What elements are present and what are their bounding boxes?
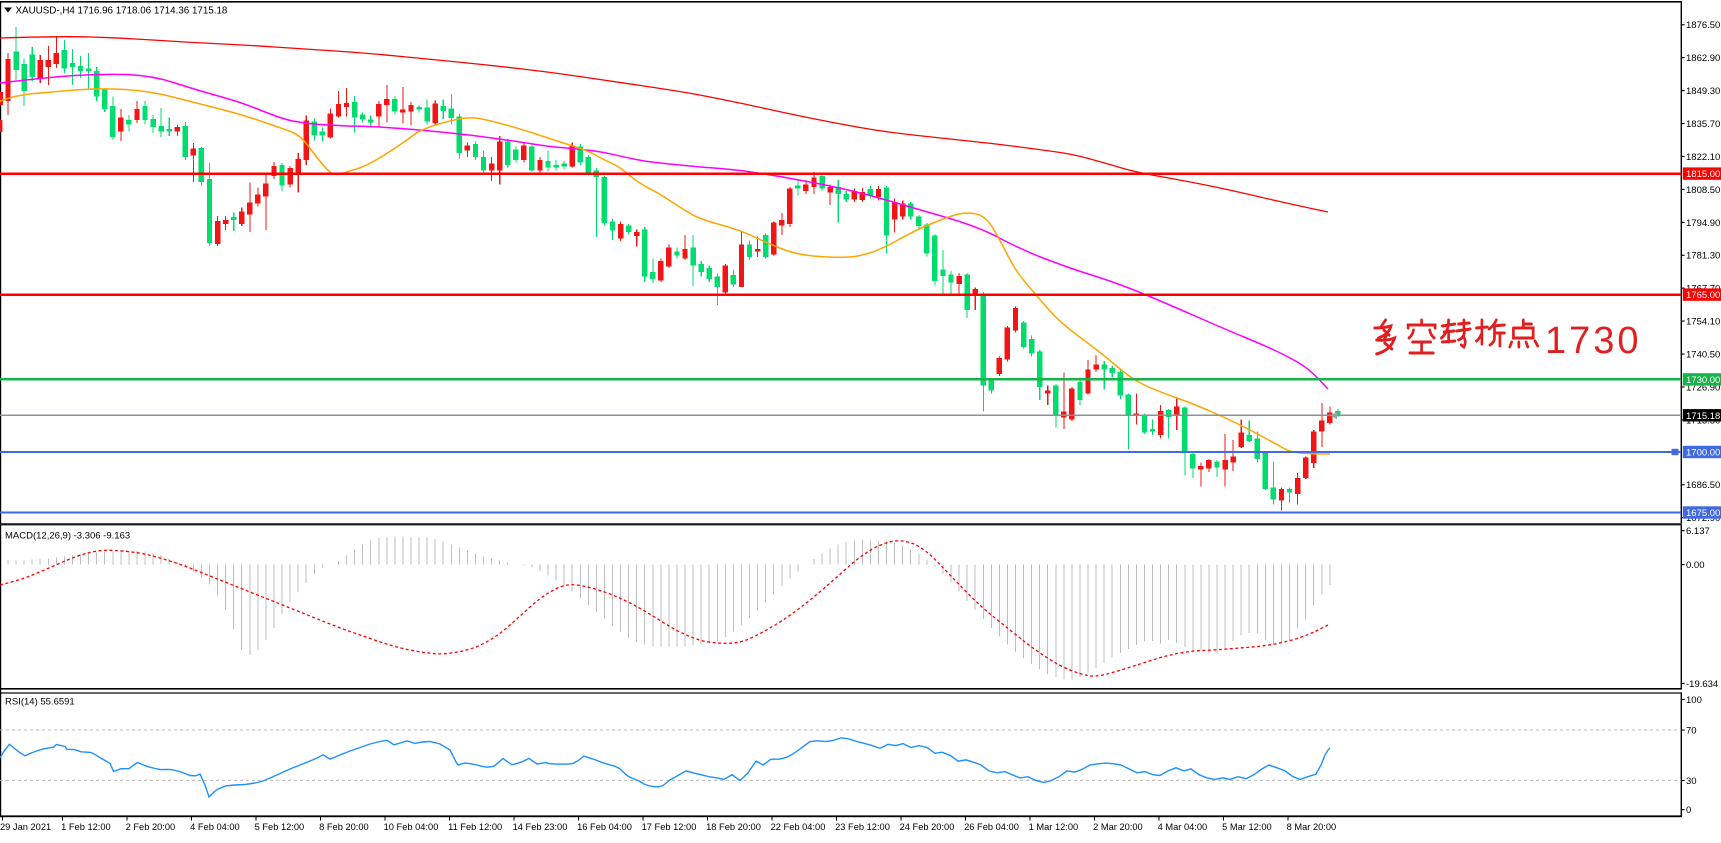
- svg-text:1815.00: 1815.00: [1686, 169, 1720, 180]
- svg-text:MACD(12,26,9) -3.306 -9.163: MACD(12,26,9) -3.306 -9.163: [5, 531, 130, 542]
- svg-text:1876.50: 1876.50: [1686, 20, 1720, 31]
- svg-text:XAUUSD-,H4 1716.96 1718.06 17: XAUUSD-,H4 1716.96 1718.06 1714.36 1715.…: [16, 6, 228, 17]
- svg-text:10 Feb 04:00: 10 Feb 04:00: [384, 822, 439, 832]
- svg-text:8 Feb 20:00: 8 Feb 20:00: [319, 822, 369, 832]
- svg-text:24 Feb 20:00: 24 Feb 20:00: [900, 822, 955, 832]
- svg-text:1675.00: 1675.00: [1686, 508, 1720, 519]
- svg-text:5 Feb 12:00: 5 Feb 12:00: [255, 822, 305, 832]
- svg-text:6.137: 6.137: [1686, 526, 1710, 537]
- svg-text:RSI(14) 55.6591: RSI(14) 55.6591: [5, 697, 75, 708]
- svg-text:14 Feb 23:00: 14 Feb 23:00: [513, 822, 568, 832]
- svg-text:1715.18: 1715.18: [1686, 411, 1720, 422]
- svg-text:1765.00: 1765.00: [1686, 290, 1720, 301]
- svg-text:1 Feb 12:00: 1 Feb 12:00: [61, 822, 111, 832]
- svg-text:1730: 1730: [1545, 320, 1642, 362]
- svg-text:1794.90: 1794.90: [1686, 218, 1720, 229]
- svg-text:100: 100: [1686, 695, 1702, 706]
- svg-text:18 Feb 20:00: 18 Feb 20:00: [706, 822, 761, 832]
- svg-text:1730.00: 1730.00: [1686, 375, 1720, 386]
- svg-text:2 Mar 20:00: 2 Mar 20:00: [1093, 822, 1143, 832]
- svg-text:1740.50: 1740.50: [1686, 350, 1720, 361]
- svg-text:70: 70: [1686, 726, 1697, 737]
- svg-text:1862.90: 1862.90: [1686, 53, 1720, 64]
- svg-text:1822.10: 1822.10: [1686, 152, 1720, 163]
- svg-text:2 Feb 20:00: 2 Feb 20:00: [126, 822, 176, 832]
- svg-text:1754.10: 1754.10: [1686, 317, 1720, 328]
- svg-text:26 Feb 04:00: 26 Feb 04:00: [964, 822, 1019, 832]
- svg-text:1849.30: 1849.30: [1686, 86, 1720, 97]
- svg-text:0.00: 0.00: [1686, 560, 1705, 571]
- svg-text:1781.30: 1781.30: [1686, 251, 1720, 262]
- svg-text:1726.90: 1726.90: [1686, 382, 1720, 393]
- svg-text:11 Feb 12:00: 11 Feb 12:00: [448, 822, 502, 832]
- svg-text:30: 30: [1686, 776, 1697, 787]
- svg-text:5 Mar 12:00: 5 Mar 12:00: [1222, 822, 1272, 832]
- svg-text:-19.634: -19.634: [1686, 679, 1718, 690]
- svg-text:1700.00: 1700.00: [1686, 448, 1720, 459]
- svg-text:1686.50: 1686.50: [1686, 480, 1720, 491]
- svg-text:17 Feb 12:00: 17 Feb 12:00: [642, 822, 697, 832]
- svg-text:29 Jan 2021: 29 Jan 2021: [0, 822, 51, 832]
- svg-text:1835.70: 1835.70: [1686, 119, 1720, 130]
- svg-text:0: 0: [1686, 805, 1691, 816]
- svg-text:1 Mar 12:00: 1 Mar 12:00: [1029, 822, 1079, 832]
- svg-text:8 Mar 20:00: 8 Mar 20:00: [1287, 822, 1337, 832]
- svg-text:4 Feb 04:00: 4 Feb 04:00: [190, 822, 240, 832]
- svg-text:4 Mar 04:00: 4 Mar 04:00: [1158, 822, 1208, 832]
- svg-text:22 Feb 04:00: 22 Feb 04:00: [771, 822, 826, 832]
- svg-text:23 Feb 12:00: 23 Feb 12:00: [835, 822, 890, 832]
- svg-text:1808.50: 1808.50: [1686, 185, 1720, 196]
- svg-text:16 Feb 04:00: 16 Feb 04:00: [577, 822, 632, 832]
